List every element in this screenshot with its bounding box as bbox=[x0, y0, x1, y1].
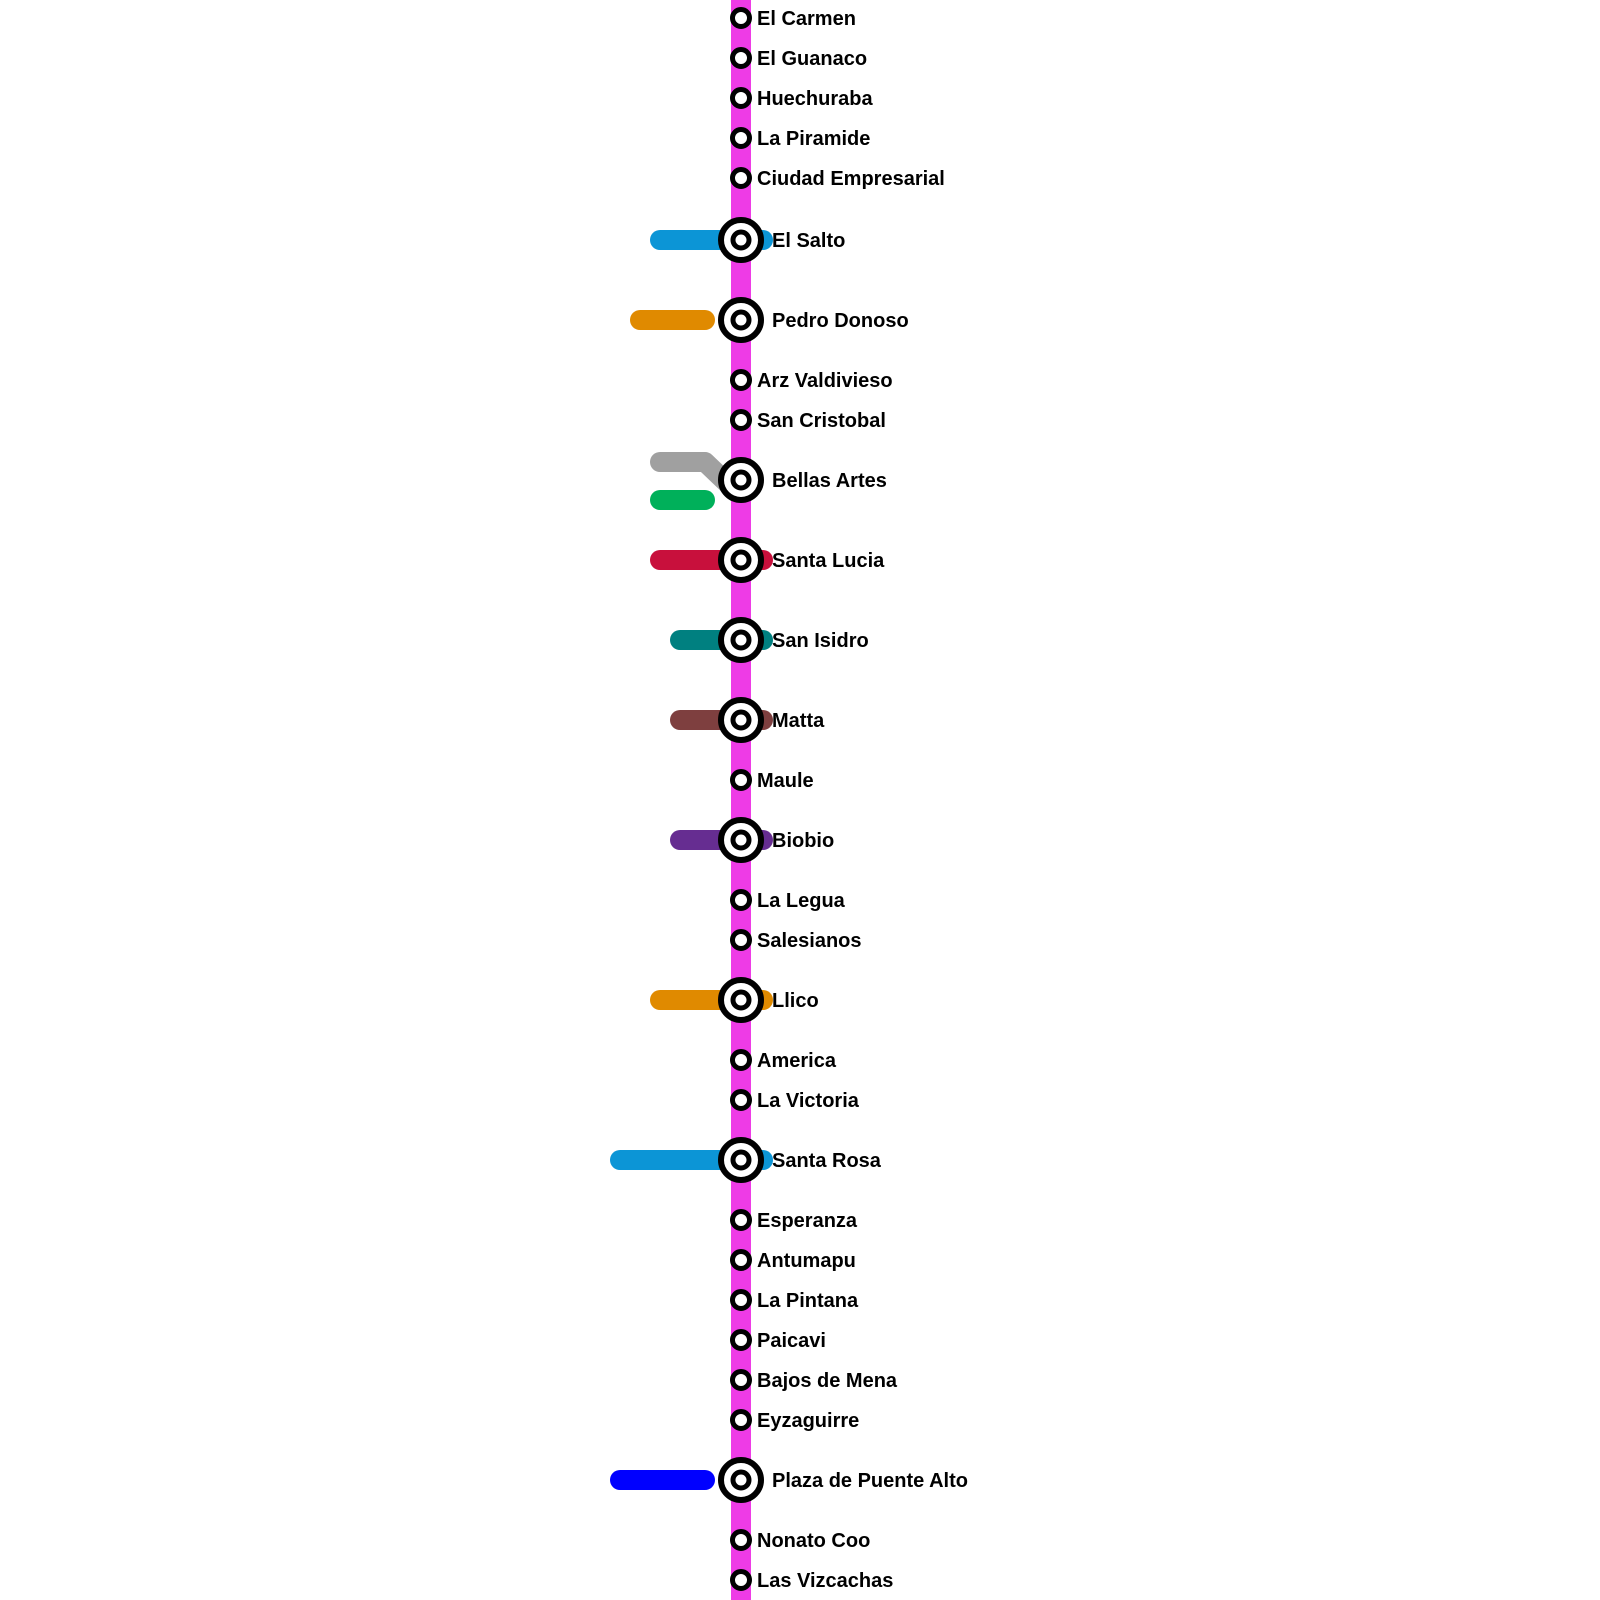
gray-line-connection bbox=[650, 452, 738, 494]
station-marker[interactable] bbox=[730, 87, 752, 109]
station-label: Ciudad Empresarial bbox=[757, 168, 945, 190]
station-label: La Victoria bbox=[757, 1090, 860, 1112]
station-label: El Guanaco bbox=[757, 48, 867, 70]
station-label: Pedro Donoso bbox=[772, 310, 909, 332]
station-marker[interactable] bbox=[730, 1569, 752, 1591]
station-label: Paicavi bbox=[757, 1330, 826, 1352]
station-marker[interactable] bbox=[730, 1329, 752, 1351]
station-label: Santa Rosa bbox=[772, 1150, 882, 1172]
station-label: Biobio bbox=[772, 830, 834, 852]
station-ring bbox=[730, 1049, 752, 1071]
station-label: Arz Valdivieso bbox=[757, 370, 893, 392]
station-label: La Pintana bbox=[757, 1290, 859, 1312]
station-label: La Legua bbox=[757, 890, 846, 912]
interchange-inner-ring bbox=[730, 549, 752, 571]
station-marker[interactable] bbox=[730, 127, 752, 149]
interchange-inner-ring bbox=[730, 829, 752, 851]
interchange-inner-ring bbox=[730, 989, 752, 1011]
station-labels-layer: El Carmen El Guanaco Huechuraba La Piramide… bbox=[757, 8, 968, 1592]
interchange-inner-ring bbox=[730, 709, 752, 731]
station-marker[interactable] bbox=[730, 1289, 752, 1311]
station-label: San Cristobal bbox=[757, 410, 886, 432]
station-ring bbox=[730, 409, 752, 431]
station-marker[interactable] bbox=[730, 167, 752, 189]
station-label: Eyzaguirre bbox=[757, 1410, 859, 1432]
interchange-station-marker[interactable] bbox=[718, 1137, 764, 1183]
interchange-station-marker[interactable] bbox=[718, 977, 764, 1023]
interchange-station-marker[interactable] bbox=[718, 537, 764, 583]
station-marker[interactable] bbox=[730, 47, 752, 69]
interchange-inner-ring bbox=[730, 309, 752, 331]
interchange-station-marker[interactable] bbox=[718, 817, 764, 863]
station-marker[interactable] bbox=[730, 769, 752, 791]
station-ring bbox=[730, 369, 752, 391]
station-ring bbox=[730, 1209, 752, 1231]
station-ring bbox=[730, 1329, 752, 1351]
station-ring bbox=[730, 769, 752, 791]
station-label: Salesianos bbox=[757, 930, 862, 952]
station-ring bbox=[730, 47, 752, 69]
interchange-inner-ring bbox=[730, 469, 752, 491]
interchange-station-marker[interactable] bbox=[718, 217, 764, 263]
station-label: Santa Lucia bbox=[772, 550, 885, 572]
station-marker[interactable] bbox=[730, 1209, 752, 1231]
station-label: La Piramide bbox=[757, 128, 870, 150]
station-ring bbox=[730, 929, 752, 951]
station-ring bbox=[730, 7, 752, 29]
station-marker[interactable] bbox=[730, 409, 752, 431]
station-label: Nonato Coo bbox=[757, 1530, 870, 1552]
station-label: Bajos de Mena bbox=[757, 1370, 898, 1392]
interchange-inner-ring bbox=[730, 1469, 752, 1491]
station-label: El Carmen bbox=[757, 8, 856, 30]
station-label: El Salto bbox=[772, 230, 845, 252]
station-marker[interactable] bbox=[730, 1409, 752, 1431]
interchange-station-marker[interactable] bbox=[718, 1457, 764, 1503]
station-ring bbox=[730, 1249, 752, 1271]
station-label: Maule bbox=[757, 770, 814, 792]
interchange-inner-ring bbox=[730, 629, 752, 651]
station-label: Antumapu bbox=[757, 1250, 856, 1272]
station-marker[interactable] bbox=[730, 369, 752, 391]
station-ring bbox=[730, 1569, 752, 1591]
station-ring bbox=[730, 167, 752, 189]
station-marker[interactable] bbox=[730, 1249, 752, 1271]
station-label: Huechuraba bbox=[757, 88, 873, 110]
station-ring bbox=[730, 127, 752, 149]
interchange-inner-ring bbox=[730, 229, 752, 251]
station-label: Esperanza bbox=[757, 1210, 858, 1232]
station-ring bbox=[730, 1369, 752, 1391]
station-ring bbox=[730, 1529, 752, 1551]
station-label: America bbox=[757, 1050, 837, 1072]
interchange-inner-ring bbox=[730, 1149, 752, 1171]
station-label: Las Vizcachas bbox=[757, 1570, 893, 1592]
interchange-station-marker[interactable] bbox=[718, 617, 764, 663]
interchange-station-marker[interactable] bbox=[718, 697, 764, 743]
station-label: Bellas Artes bbox=[772, 470, 887, 492]
station-marker[interactable] bbox=[730, 1049, 752, 1071]
station-label: Llico bbox=[772, 990, 819, 1012]
station-marker[interactable] bbox=[730, 1529, 752, 1551]
station-ring bbox=[730, 1289, 752, 1311]
station-marker[interactable] bbox=[730, 1369, 752, 1391]
interchange-station-marker[interactable] bbox=[718, 457, 764, 503]
station-ring bbox=[730, 889, 752, 911]
station-marker[interactable] bbox=[730, 7, 752, 29]
station-marker[interactable] bbox=[730, 889, 752, 911]
station-ring bbox=[730, 1409, 752, 1431]
stations-layer bbox=[718, 7, 764, 1591]
station-label: San Isidro bbox=[772, 630, 869, 652]
station-label: Plaza de Puente Alto bbox=[772, 1470, 968, 1492]
station-marker[interactable] bbox=[730, 1089, 752, 1111]
station-marker[interactable] bbox=[730, 929, 752, 951]
interchange-station-marker[interactable] bbox=[718, 297, 764, 343]
station-label: Matta bbox=[772, 710, 825, 732]
station-ring bbox=[730, 87, 752, 109]
station-ring bbox=[730, 1089, 752, 1111]
